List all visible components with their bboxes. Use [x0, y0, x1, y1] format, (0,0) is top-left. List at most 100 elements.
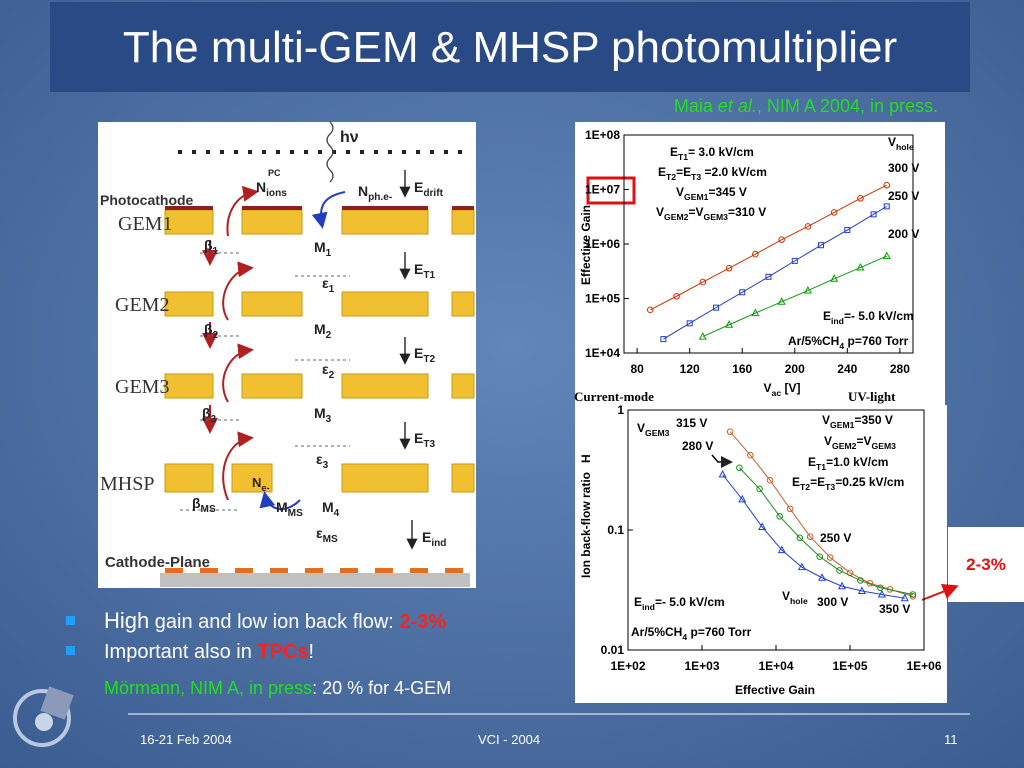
- citation-rest: , NIM A 2004, in press.: [757, 96, 938, 116]
- diagram-label: β2: [204, 321, 219, 341]
- data-point: [877, 584, 884, 592]
- subscript: drift: [423, 188, 443, 199]
- text: E: [414, 345, 423, 361]
- footer-event: VCI - 2004: [478, 732, 540, 747]
- y-tick-label: 1E+07: [585, 183, 620, 197]
- photon: [326, 121, 334, 183]
- text: Ar/5%CH: [788, 334, 839, 348]
- data-point: [736, 464, 743, 472]
- data-point: [857, 194, 864, 202]
- subscript: MS: [288, 508, 303, 519]
- text: =310 V: [728, 205, 766, 219]
- annotation: 315 V: [676, 416, 707, 430]
- text: Effective Gain: [735, 683, 815, 697]
- subscript: T3: [691, 172, 701, 182]
- data-point: [882, 251, 891, 260]
- y-axis-label: Ion back-flow ratio: [579, 472, 593, 578]
- data-point: [856, 262, 865, 271]
- text: 350 V: [879, 602, 910, 616]
- text: E: [670, 145, 678, 159]
- subscript: ions: [266, 188, 287, 199]
- subscript: 4: [682, 632, 687, 642]
- x-tick-label: 240: [837, 362, 857, 376]
- text: M: [276, 499, 288, 515]
- data-point: [830, 209, 838, 216]
- text: =- 5.0 kV/cm: [844, 309, 914, 323]
- data-point: [751, 308, 760, 317]
- subscript: ind: [642, 602, 655, 612]
- x-tick-label: 1E+03: [684, 659, 719, 673]
- bullet: Important also in TPCs!: [104, 641, 314, 663]
- text: =- 5.0 kV/cm: [655, 595, 725, 609]
- text: M: [314, 239, 326, 255]
- subscript: ac: [772, 388, 782, 398]
- bullet-tail: !: [309, 641, 315, 663]
- text: p=760 Torr: [687, 625, 751, 639]
- data-point: [758, 522, 767, 530]
- chart: 0.01 0.1 1 1E+02 1E+03 1E+04 1E+05 1E+06 Effecti…: [579, 403, 942, 697]
- data-point: [797, 562, 806, 571]
- layer-label: MHSP: [100, 473, 154, 495]
- x-tick-label: 1E+04: [758, 659, 793, 673]
- diagram-label: ET3: [414, 430, 435, 450]
- subscript: 2: [329, 370, 335, 381]
- text: V: [888, 135, 896, 149]
- data-point: [766, 476, 774, 484]
- pointer-arrow: [711, 454, 733, 468]
- text: V: [656, 205, 664, 219]
- text: =345 V: [708, 185, 746, 199]
- annotation: VGEM3: [637, 421, 670, 438]
- annotation: ET2=ET3=0.25 kV/cm: [792, 475, 904, 492]
- diagram-label: Ne-: [252, 475, 270, 493]
- text: ε: [316, 451, 323, 467]
- text: =350 V: [854, 413, 892, 427]
- bullet-lead: High: [104, 608, 149, 633]
- data-point: [837, 581, 847, 590]
- logo: [13, 686, 74, 747]
- subscript: GEM3: [871, 441, 896, 451]
- series-line: [729, 431, 914, 597]
- text: V: [822, 413, 830, 427]
- annotation: 250 V: [820, 531, 851, 545]
- cathode-plane: [160, 573, 470, 587]
- text: UV-light: [848, 389, 896, 404]
- footer-page: 11: [944, 732, 958, 747]
- text: β: [192, 495, 201, 511]
- data-point: [777, 545, 786, 554]
- x-tick-label: 120: [680, 362, 700, 376]
- bullet-emphasis: TPCs: [257, 641, 308, 663]
- text: =V: [688, 205, 703, 219]
- data-point: [830, 274, 839, 282]
- series-line: [663, 205, 887, 340]
- diagram-label: M3: [314, 405, 332, 425]
- text: E: [414, 179, 423, 195]
- text: N: [252, 475, 261, 490]
- bullet: High gain and low ion back flow: 2-3%: [104, 608, 446, 633]
- subscript: T1: [678, 152, 688, 162]
- text: PC: [268, 168, 281, 178]
- text: V: [764, 381, 772, 395]
- data-point: [883, 181, 891, 189]
- y-axis-label: Effective Gain: [579, 205, 593, 285]
- callout: 2-3%: [966, 555, 1006, 574]
- field-arrows: [399, 170, 418, 550]
- y-tick-label: 1E+08: [585, 128, 620, 142]
- data-point: [826, 554, 834, 561]
- text: =E: [810, 475, 825, 489]
- text: = 3.0 kV/cm: [688, 145, 754, 159]
- data-point: [877, 589, 886, 598]
- annotation: VGEM2=VGEM3=310 V: [656, 205, 766, 222]
- annotation: 350 V: [879, 602, 910, 616]
- data-point: [857, 577, 864, 584]
- annotation: UV-light: [848, 389, 896, 404]
- data-point: [752, 250, 759, 258]
- diagram-label: hν: [340, 129, 359, 146]
- data-point: [909, 593, 917, 600]
- text: H: [579, 454, 593, 463]
- text: E: [422, 529, 431, 545]
- diagram-label: Nph.e-: [358, 183, 392, 203]
- layer-label: GEM1: [118, 213, 172, 235]
- diagram-label: βMS: [192, 495, 216, 515]
- subscript: hole: [790, 596, 808, 606]
